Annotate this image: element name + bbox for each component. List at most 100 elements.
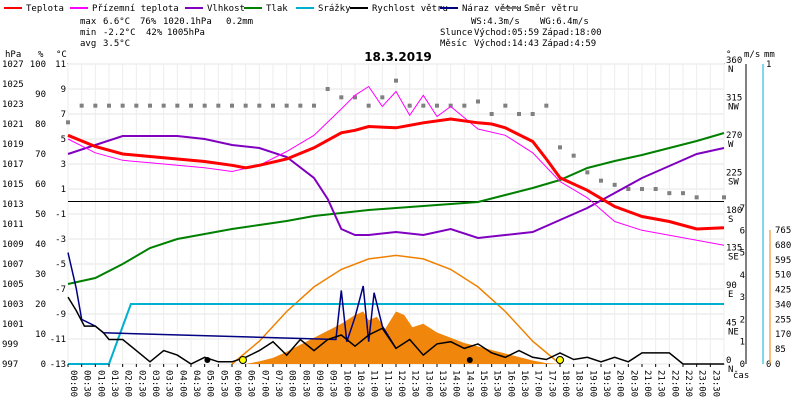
x-tick-label: 20:00 [615, 370, 625, 397]
x-tick-label: 14:00 [451, 370, 461, 397]
wind-dir-point [93, 103, 98, 108]
tick-ms: 6 [740, 226, 745, 236]
tick-hpa: 1005 [2, 280, 24, 290]
wind-dir-point [476, 99, 480, 104]
x-tick-label: 21:30 [656, 370, 666, 397]
wind-dir-point [435, 103, 439, 108]
sun-label: Slunce [440, 28, 473, 38]
wind-dir-point [421, 103, 426, 108]
wind-dir-point [599, 178, 603, 183]
legend-item: Rychlost větru [372, 4, 448, 14]
tick-hpa: 1019 [2, 140, 24, 150]
tick-ms: 0 [740, 360, 745, 370]
x-tick-label: 09:30 [328, 370, 338, 397]
tick-ms: 4 [740, 271, 745, 281]
wind-dir-point [653, 187, 658, 191]
tick-ms: 3 [740, 293, 745, 303]
tick-pct: 0 [41, 360, 46, 370]
wind-dir-point [612, 182, 617, 187]
tick-hpa: 1001 [2, 320, 24, 330]
wind-dir-point [681, 191, 685, 196]
wind-dir-point [202, 103, 207, 108]
tick-temp: -1 [55, 210, 66, 220]
sun-rise: Východ:05:59 [474, 28, 539, 38]
tick-temp: -3 [55, 235, 66, 245]
x-tick-label: 08:00 [287, 370, 297, 397]
wind-ws: WS:4.3m/s [471, 17, 520, 27]
x-tick-label: 22:30 [683, 370, 693, 397]
tick-temp: 5 [61, 135, 66, 145]
wind-dir-point [257, 103, 262, 108]
x-tick-label: 21:00 [642, 370, 652, 397]
tick-dir: 180 [726, 206, 742, 216]
x-tick-label: 17:30 [546, 370, 556, 397]
tick-hpa: 1025 [2, 80, 24, 90]
tick-dir-name: NW [728, 103, 739, 113]
x-tick-label: 20:30 [628, 370, 638, 397]
sunset-marker [556, 356, 564, 364]
tick-dir: 225 [726, 169, 742, 179]
wind-dir-point [558, 145, 562, 150]
tick-pct: 70 [35, 150, 46, 160]
tick-dir: 315 [726, 94, 742, 104]
series-humidity [67, 135, 725, 240]
series-solar [68, 311, 724, 364]
wind-dir-point [216, 103, 221, 108]
legend-item: Směr větru [524, 4, 578, 14]
tick-wm2: 765 [775, 226, 791, 236]
tick-hpa: 1015 [2, 180, 24, 190]
wind-dir-point [448, 103, 453, 108]
wind-dir-point [353, 95, 357, 100]
plot-area [67, 63, 725, 365]
tick-wm2: 340 [775, 300, 791, 310]
x-tick-label: 22:00 [669, 370, 679, 397]
sunrise-marker [238, 356, 247, 364]
moon-label: Měsíc [440, 39, 467, 49]
axis-mm-label: mm [764, 50, 775, 60]
wind-dir-point [585, 170, 590, 175]
moon-set-marker [204, 357, 211, 363]
moon-rise: Východ:14:43 [474, 39, 539, 49]
wind-dir-point [339, 95, 344, 100]
wind-dir-point [667, 191, 672, 196]
wind-dir-point [503, 103, 508, 108]
stat-min-label: min [80, 28, 96, 38]
tick-temp: 9 [61, 85, 66, 95]
x-tick-label: 02:00 [123, 370, 133, 397]
x-tick-label: 07:30 [273, 370, 283, 397]
tick-pct: 60 [35, 180, 46, 190]
tick-mm: 0 [766, 360, 771, 370]
stat-min-temp: -2.2°C [103, 28, 136, 38]
wind-dir-point [66, 120, 70, 125]
tick-pct: 90 [35, 90, 46, 100]
tick-temp: 3 [61, 160, 66, 170]
wind-dir-point [462, 103, 467, 108]
wind-dir-point [394, 78, 398, 83]
wind-dir-point [175, 103, 180, 108]
tick-temp: 1 [61, 185, 66, 195]
tick-temp: 7 [61, 110, 66, 120]
series-wind-gust [67, 252, 397, 349]
tick-temp: -9 [55, 310, 66, 320]
tick-dir-name: SW [728, 178, 739, 188]
tick-wm2: 170 [775, 330, 791, 340]
tick-dir-name: SE [728, 253, 739, 263]
wind-dir-point [571, 153, 576, 158]
chart-title: 18.3.2019 [364, 50, 432, 64]
legend-item: Srážky [318, 4, 351, 14]
tick-pct: 10 [35, 330, 46, 340]
wind-dir-point [489, 112, 494, 116]
tick-hpa: 1011 [2, 220, 24, 230]
tick-pct: 40 [35, 240, 46, 250]
x-tick-label: 07:00 [259, 370, 269, 397]
tick-wm2: 425 [775, 286, 791, 296]
series-pressure [67, 132, 725, 285]
tick-hpa: 1003 [2, 300, 24, 310]
tick-temp: -5 [55, 260, 66, 270]
x-tick-label: 15:00 [478, 370, 488, 397]
stat-avg-temp: 3.5°C [103, 39, 130, 49]
axis-time-label: čas [733, 370, 749, 381]
series-ground-temp [67, 85, 725, 246]
wind-dir-point [530, 112, 535, 116]
tick-pct: 50 [35, 210, 46, 220]
